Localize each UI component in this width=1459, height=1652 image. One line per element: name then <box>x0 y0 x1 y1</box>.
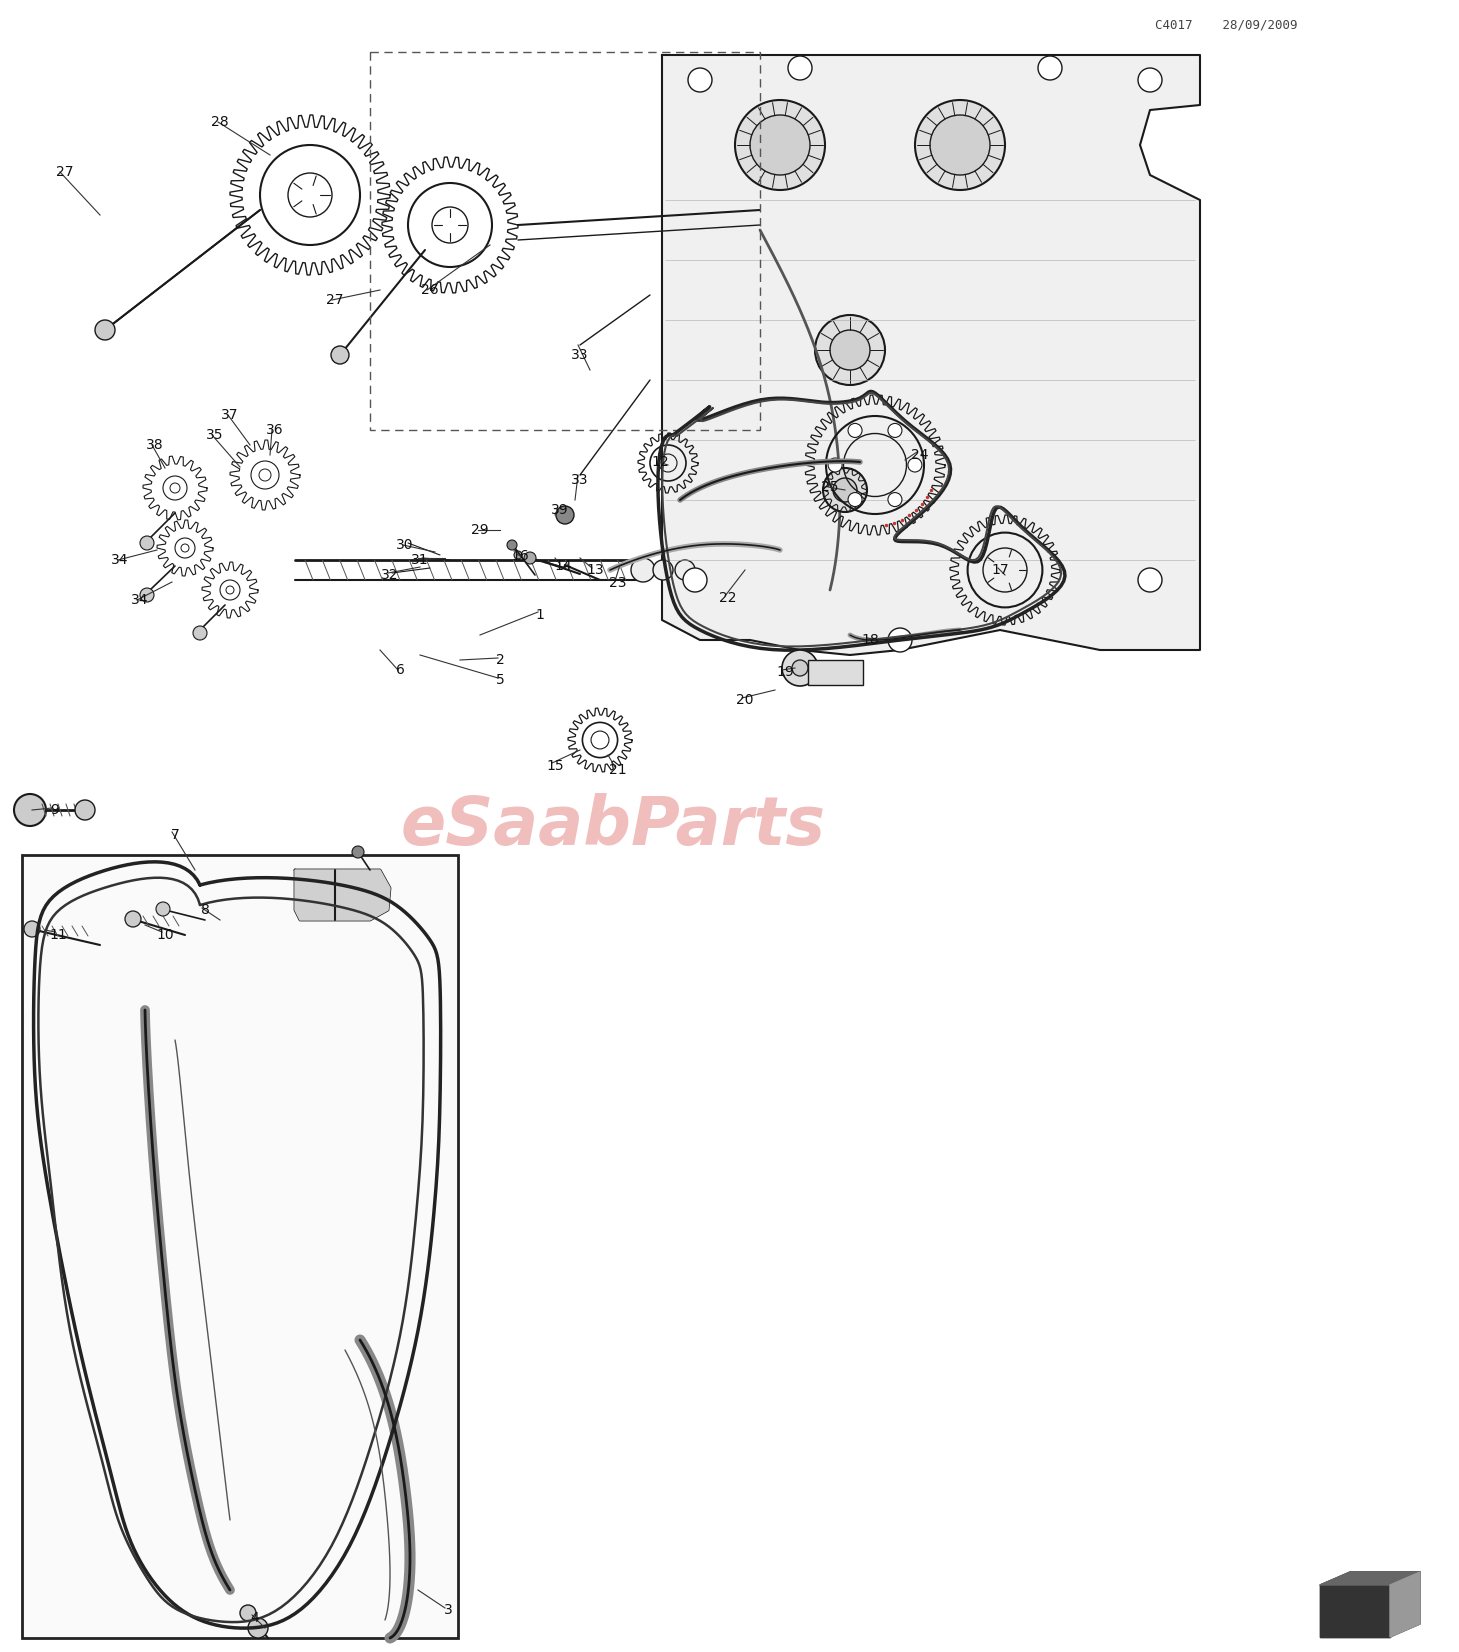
Circle shape <box>929 116 991 175</box>
Circle shape <box>140 588 155 601</box>
Text: 39: 39 <box>552 502 569 517</box>
Circle shape <box>689 68 712 93</box>
Circle shape <box>74 800 95 819</box>
Circle shape <box>750 116 810 175</box>
Circle shape <box>514 552 522 558</box>
Circle shape <box>848 492 862 507</box>
Text: 27: 27 <box>57 165 74 178</box>
Bar <box>22 856 458 1639</box>
Text: 37: 37 <box>222 408 239 421</box>
Circle shape <box>830 330 870 370</box>
Circle shape <box>23 922 39 937</box>
Text: 17: 17 <box>991 563 1008 577</box>
Circle shape <box>1138 568 1161 591</box>
Text: 38: 38 <box>146 438 163 453</box>
Text: 33: 33 <box>572 472 589 487</box>
Circle shape <box>829 458 842 472</box>
Text: 13: 13 <box>587 563 604 577</box>
Circle shape <box>1037 56 1062 79</box>
Text: 1: 1 <box>535 608 544 623</box>
Text: 21: 21 <box>610 763 627 776</box>
Text: 11: 11 <box>50 928 67 942</box>
Circle shape <box>352 846 363 857</box>
Text: 34: 34 <box>131 593 149 606</box>
Text: 32: 32 <box>381 568 398 582</box>
Circle shape <box>816 316 886 385</box>
Text: 26: 26 <box>422 282 439 297</box>
Circle shape <box>833 477 856 502</box>
Text: 33: 33 <box>572 349 589 362</box>
Text: 27: 27 <box>327 292 344 307</box>
Text: 20: 20 <box>737 692 754 707</box>
Circle shape <box>125 910 142 927</box>
Circle shape <box>239 1606 255 1621</box>
Circle shape <box>140 535 155 550</box>
Text: 18: 18 <box>861 633 878 648</box>
Text: 7: 7 <box>171 828 179 843</box>
Polygon shape <box>662 55 1199 654</box>
Circle shape <box>654 560 673 580</box>
Text: 24: 24 <box>912 448 929 463</box>
Text: 35: 35 <box>206 428 223 443</box>
Circle shape <box>676 560 694 580</box>
Circle shape <box>248 1617 268 1639</box>
Text: 2: 2 <box>496 653 505 667</box>
Text: 4: 4 <box>251 1611 260 1626</box>
Circle shape <box>556 506 573 524</box>
Text: 3: 3 <box>444 1602 452 1617</box>
Circle shape <box>907 458 922 472</box>
Text: 15: 15 <box>546 758 563 773</box>
Circle shape <box>156 902 171 915</box>
Circle shape <box>735 101 824 190</box>
Text: eSaabParts: eSaabParts <box>400 793 826 859</box>
Circle shape <box>506 540 516 550</box>
Circle shape <box>788 56 813 79</box>
Circle shape <box>524 552 535 563</box>
Text: 5: 5 <box>496 672 505 687</box>
Circle shape <box>889 628 912 653</box>
Text: 30: 30 <box>397 539 414 552</box>
Circle shape <box>683 568 708 591</box>
Circle shape <box>15 795 47 826</box>
Circle shape <box>889 492 902 507</box>
Polygon shape <box>1320 1573 1420 1584</box>
Text: 14: 14 <box>554 558 572 573</box>
Circle shape <box>95 320 115 340</box>
Circle shape <box>193 626 207 639</box>
Text: 25: 25 <box>821 481 839 494</box>
Text: 6: 6 <box>395 662 404 677</box>
Polygon shape <box>295 871 390 920</box>
Text: 23: 23 <box>610 577 627 590</box>
Circle shape <box>889 423 902 438</box>
Bar <box>808 661 864 686</box>
Text: 22: 22 <box>719 591 737 605</box>
Text: 9: 9 <box>51 803 60 818</box>
Bar <box>371 51 760 430</box>
Text: 10: 10 <box>156 928 174 942</box>
Circle shape <box>848 423 862 438</box>
Text: 34: 34 <box>111 553 128 567</box>
Text: 12: 12 <box>651 454 668 469</box>
Text: 31: 31 <box>411 553 429 567</box>
Text: 19: 19 <box>776 666 794 679</box>
Text: 29: 29 <box>471 524 489 537</box>
Circle shape <box>915 101 1005 190</box>
Text: C4017    28/09/2009: C4017 28/09/2009 <box>1156 18 1297 31</box>
Text: 36: 36 <box>266 423 285 438</box>
Text: 28: 28 <box>212 116 229 129</box>
Polygon shape <box>1390 1573 1420 1637</box>
Circle shape <box>331 345 349 363</box>
Circle shape <box>782 649 818 686</box>
Circle shape <box>792 661 808 676</box>
Text: 16: 16 <box>511 548 528 563</box>
Circle shape <box>630 558 655 582</box>
Text: 8: 8 <box>200 904 210 917</box>
Circle shape <box>1138 68 1161 93</box>
Circle shape <box>823 468 867 512</box>
Polygon shape <box>1320 1584 1390 1637</box>
